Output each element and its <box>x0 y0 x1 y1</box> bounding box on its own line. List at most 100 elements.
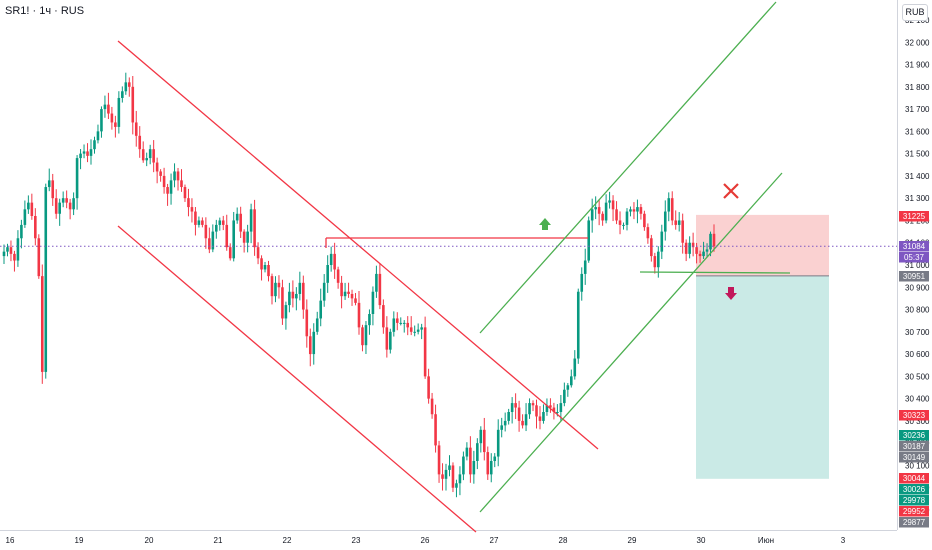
candle-body <box>709 233 712 250</box>
candle-body <box>333 253 336 270</box>
candle-body <box>218 220 222 225</box>
price-label-box <box>899 271 929 282</box>
candle-body <box>155 162 159 172</box>
candle-body <box>103 104 107 110</box>
candle-body <box>524 414 528 426</box>
candle-body <box>47 180 51 188</box>
candle-body <box>559 403 563 412</box>
candle-body <box>437 445 441 475</box>
candle-body <box>576 291 580 359</box>
candle-body <box>68 202 72 210</box>
candle-body <box>319 300 323 319</box>
candle-body <box>455 483 458 488</box>
price-label-text: 31084 <box>903 242 926 251</box>
candle-body <box>549 405 552 408</box>
candle-body <box>114 122 117 127</box>
candle-body <box>615 209 618 221</box>
candle-body <box>117 97 121 127</box>
price-label-text: 30951 <box>903 272 926 281</box>
price-label-text: 29877 <box>903 518 926 527</box>
candle-body <box>308 336 312 355</box>
candle-body <box>166 187 169 194</box>
ascending-channel-upper <box>479 1 777 334</box>
candle-body <box>256 247 260 259</box>
candle-body <box>465 447 469 457</box>
candle-body <box>187 198 190 208</box>
candle-body <box>340 282 343 297</box>
candle-body <box>667 198 671 212</box>
candle-body <box>698 253 702 257</box>
candle-body <box>201 220 204 225</box>
price-tick-label: 31 400 <box>905 172 930 181</box>
time-tick-label: 28 <box>559 536 568 545</box>
candle-body <box>79 153 82 159</box>
candle-body <box>479 429 483 444</box>
candle-body <box>312 331 316 355</box>
time-tick-label: 27 <box>490 536 499 545</box>
currency-label[interactable]: RUB <box>902 4 928 21</box>
candle-body <box>663 211 667 232</box>
candle-body <box>75 158 79 199</box>
candle-body <box>695 247 698 254</box>
candle-body <box>545 405 549 412</box>
candle-body <box>357 302 361 328</box>
candle-body <box>281 287 284 319</box>
price-tick-label: 30 100 <box>905 461 930 470</box>
candle-body <box>54 198 58 214</box>
candle-body <box>493 456 497 461</box>
time-tick-label: 3 <box>841 536 846 545</box>
candle-body <box>131 86 135 123</box>
candle-body <box>590 209 594 221</box>
price-tick-label: 31 000 <box>905 261 930 270</box>
candle-body <box>183 187 187 199</box>
candle-body <box>302 282 305 310</box>
candle-body <box>16 238 20 261</box>
price-label-text: 30149 <box>903 453 926 462</box>
candle-body <box>176 171 180 181</box>
candle-body <box>482 429 486 453</box>
candle-body <box>152 149 155 163</box>
candle-body <box>451 465 455 488</box>
candle-body <box>295 293 298 299</box>
price-label-text: 29978 <box>903 496 926 505</box>
candle-body <box>326 265 329 283</box>
candle-body <box>674 220 678 225</box>
candle-body <box>322 282 326 301</box>
price-tick-label: 30 800 <box>905 306 930 315</box>
price-tick-label: 31 800 <box>905 83 930 92</box>
price-tick-label: 30 700 <box>905 328 930 337</box>
candle-body <box>270 276 274 297</box>
candle-body <box>371 291 375 314</box>
candle-body <box>712 233 716 247</box>
candle-body <box>448 465 451 470</box>
candle-body <box>639 207 643 214</box>
candle-body <box>489 461 493 475</box>
candle-body <box>476 443 479 461</box>
candle-body <box>636 207 639 212</box>
descending-channel-upper <box>117 40 599 450</box>
candle-body <box>444 469 448 479</box>
candle-body <box>34 216 37 239</box>
candle-body <box>329 253 333 265</box>
candle-body <box>72 198 75 210</box>
candle-body <box>587 220 591 261</box>
price-tick-label: 31 600 <box>905 127 930 136</box>
candle-body <box>169 180 173 194</box>
candle-body <box>608 200 611 203</box>
candle-body <box>138 135 142 150</box>
candle-body <box>350 293 354 299</box>
candle-body <box>65 198 68 203</box>
candle-body <box>58 202 61 214</box>
candle-body <box>37 238 41 277</box>
candle-body <box>364 325 368 346</box>
candle-body <box>385 327 389 350</box>
price-label-box <box>899 441 929 452</box>
candle-body <box>409 327 413 332</box>
candle-body <box>594 207 597 210</box>
candle-body <box>395 318 399 323</box>
candle-body <box>538 416 542 421</box>
candle-body <box>629 209 632 212</box>
candle-body <box>601 213 604 221</box>
candle-body <box>148 149 152 159</box>
